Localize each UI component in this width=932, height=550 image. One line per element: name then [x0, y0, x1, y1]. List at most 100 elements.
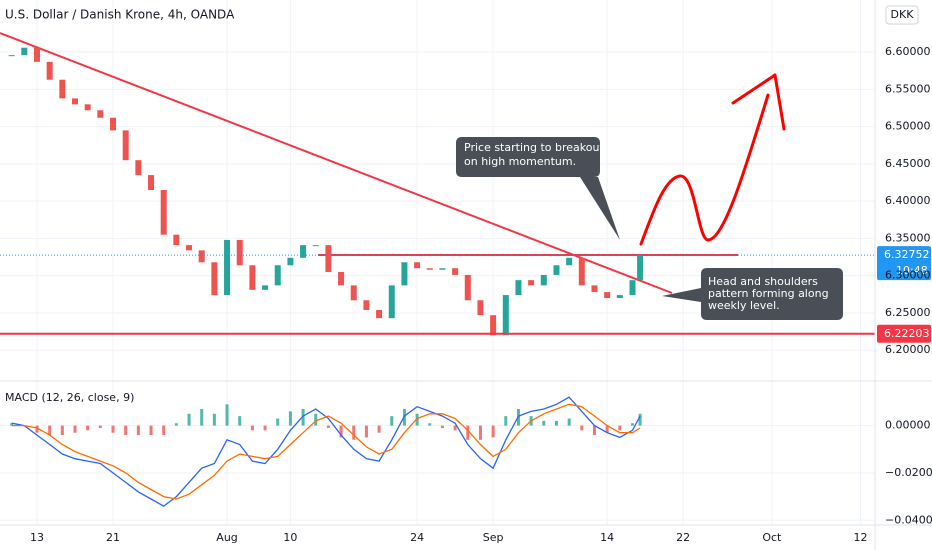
- candle: [46, 61, 53, 80]
- candle: [515, 280, 522, 296]
- histogram-bar: [276, 418, 280, 426]
- histogram-bar: [187, 413, 191, 426]
- x-tick-label: 13: [30, 531, 44, 544]
- y-tick-label: −0.04000: [885, 513, 932, 526]
- candle: [262, 285, 269, 290]
- histogram-bar: [10, 423, 14, 426]
- histogram-bar: [580, 425, 584, 431]
- histogram-bar: [48, 425, 52, 436]
- y-tick-label: 6.60000: [885, 45, 931, 58]
- histogram-bar: [377, 425, 381, 433]
- candle: [540, 274, 547, 286]
- histogram-bar: [542, 420, 546, 426]
- candle: [502, 295, 509, 336]
- histogram-bar: [73, 425, 77, 433]
- candle: [236, 239, 243, 266]
- x-tick-label: 21: [106, 531, 120, 544]
- candle: [8, 55, 15, 57]
- candle: [110, 117, 117, 131]
- candle: [578, 257, 585, 286]
- countdown-label: 10:48: [896, 264, 928, 277]
- histogram-bar: [250, 425, 254, 431]
- candle: [350, 285, 357, 301]
- projection-arrow: [639, 93, 770, 246]
- histogram-bar: [364, 425, 368, 438]
- x-tick-label: 14: [600, 531, 614, 544]
- y-tick-label: 6.25000: [885, 306, 931, 319]
- y-tick-label: 6.50000: [885, 120, 931, 133]
- grid: [0, 0, 875, 525]
- annotation-text: weekly level.: [708, 299, 780, 312]
- histogram-bar: [440, 425, 444, 428]
- x-tick-label: Aug: [216, 531, 237, 544]
- x-tick-label: 24: [410, 531, 424, 544]
- callout-box: [456, 137, 620, 240]
- histogram-bar: [174, 423, 178, 426]
- histogram-bar: [162, 425, 166, 436]
- indicator-title: MACD (12, 26, close, 9): [5, 391, 134, 404]
- trend-line: [0, 32, 673, 294]
- candle: [325, 245, 332, 272]
- candle: [464, 274, 471, 301]
- candle: [33, 47, 40, 62]
- candle: [490, 315, 497, 336]
- histogram-bar: [491, 425, 495, 438]
- histogram-bar: [428, 423, 432, 426]
- candle: [198, 250, 205, 263]
- histogram-bar: [352, 425, 356, 440]
- x-tick-label: 10: [283, 531, 297, 544]
- last-price-label: 6.32752: [884, 248, 930, 261]
- candle: [616, 295, 623, 299]
- candle: [21, 47, 28, 56]
- x-tick-label: Sep: [483, 531, 504, 544]
- candle: [287, 257, 294, 266]
- candle: [566, 257, 573, 266]
- candle: [477, 300, 484, 316]
- candle: [629, 280, 636, 296]
- currency-button-label[interactable]: DKK: [891, 8, 915, 21]
- candle: [637, 255, 644, 281]
- y-tick-label: 6.45000: [885, 157, 931, 170]
- y-tick-label: −0.02000: [885, 466, 932, 479]
- candle: [122, 130, 129, 161]
- candle: [401, 262, 408, 286]
- candle: [59, 79, 66, 99]
- histogram-bar: [35, 425, 39, 433]
- annotation-text: on high momentum.: [464, 155, 576, 168]
- histogram-bar: [567, 418, 571, 426]
- histogram-bar: [212, 413, 216, 426]
- histogram-bar: [339, 425, 343, 438]
- histogram-bar: [618, 425, 622, 431]
- y-tick-label: 6.35000: [885, 231, 931, 244]
- y-tick-label: 6.55000: [885, 82, 931, 95]
- histogram-bar: [326, 425, 330, 428]
- candle: [211, 262, 218, 296]
- histogram-bar: [453, 425, 457, 431]
- histogram-bar: [86, 425, 90, 431]
- candle: [160, 190, 167, 235]
- annotation-text: Price starting to breakout: [464, 141, 604, 154]
- candle: [528, 280, 535, 286]
- y-tick-label: 0.00000: [885, 419, 931, 432]
- candle: [414, 262, 421, 269]
- histogram-bar: [60, 425, 64, 436]
- chart-title: U.S. Dollar / Danish Krone, 4h, OANDA: [5, 8, 235, 22]
- candle: [426, 268, 433, 270]
- histogram-bar: [301, 409, 305, 426]
- candle: [249, 265, 256, 290]
- arrow-head: [731, 73, 786, 131]
- histogram-bar: [592, 425, 596, 436]
- y-tick-label: 6.20000: [885, 343, 931, 356]
- candle: [363, 300, 370, 310]
- histogram-bar: [478, 425, 482, 440]
- indicator-line: [11, 396, 641, 507]
- candle: [376, 309, 383, 319]
- candle: [388, 285, 395, 319]
- currency-button[interactable]: [885, 5, 919, 25]
- callout-box: [662, 268, 843, 320]
- histogram-bar: [466, 425, 470, 440]
- candle: [148, 175, 155, 190]
- histogram-bar: [98, 425, 102, 428]
- candle: [300, 245, 307, 258]
